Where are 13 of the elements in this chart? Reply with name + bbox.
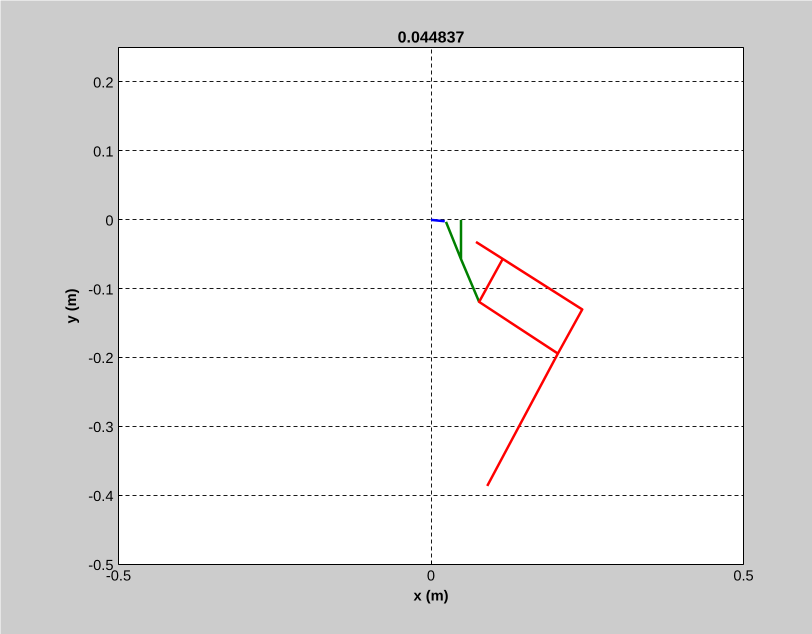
x-tick-label: 0 [426,568,436,584]
y-tick-label: -0.4 [88,489,114,506]
x-tick-label: -0.5 [106,568,132,584]
x-tick-label: 0.5 [733,568,754,584]
y-tick-label: 0.1 [93,144,114,160]
y-tick-label: 0.2 [93,75,114,92]
x-axis-title: x (m) [413,588,449,604]
y-tick-label: -0.1 [88,282,114,298]
chart-title: 0.044837 [398,30,464,46]
y-tick-label: -0.2 [88,351,114,368]
y-tick-label: -0.3 [88,420,114,436]
y-axis-title: y (m) [64,288,80,324]
y-tick-label: 0 [105,213,114,230]
